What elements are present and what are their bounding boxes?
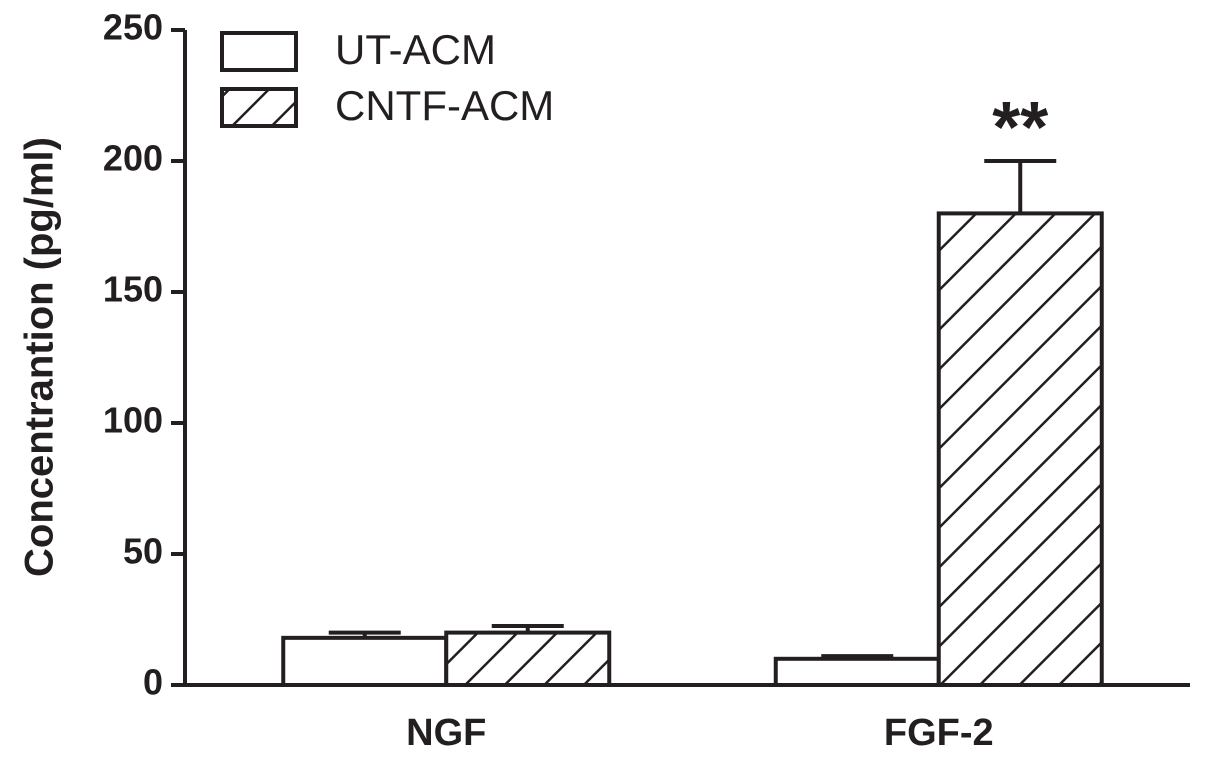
x-tick-label: FGF-2 <box>884 712 994 754</box>
y-tick-label: 200 <box>103 138 163 179</box>
y-axis-label: Concentrantion (pg/ml) <box>18 137 62 577</box>
y-tick-label: 250 <box>103 7 163 48</box>
y-tick-label: 0 <box>143 662 163 703</box>
bar <box>281 635 449 688</box>
legend-swatch <box>220 87 298 128</box>
legend-label: UT-ACM <box>335 26 496 73</box>
x-tick-label: NGF <box>406 712 486 754</box>
y-tick-label: 50 <box>123 531 163 572</box>
legend-swatch <box>220 31 298 72</box>
y-tick-label: 150 <box>103 269 163 310</box>
bar <box>773 656 941 687</box>
significance-annotation: ** <box>992 88 1048 168</box>
y-tick-label: 100 <box>103 400 163 441</box>
bar <box>936 211 1104 687</box>
legend-label: CNTF-ACM <box>335 82 554 129</box>
bar <box>444 630 612 687</box>
